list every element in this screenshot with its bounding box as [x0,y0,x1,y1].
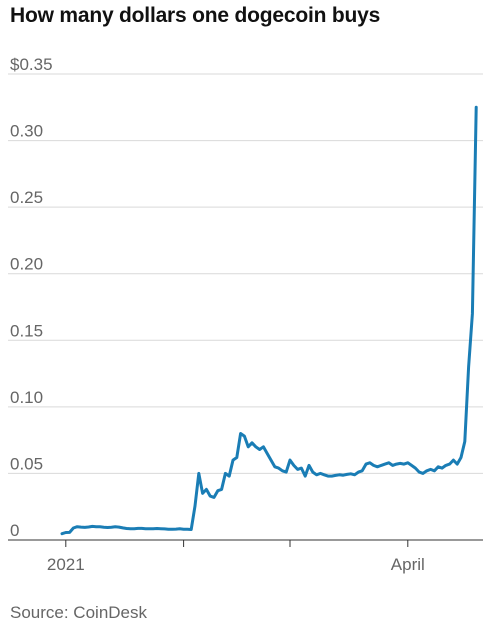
y-tick-label: 0 [10,521,19,540]
y-axis-labels: 0 0.05 0.10 0.15 0.20 0.25 0.30 $0.35 [10,55,53,540]
y-tick-label: 0.05 [10,454,43,473]
y-tick-label: 0.30 [10,122,43,141]
y-tick-label: $0.35 [10,55,53,74]
y-tick-label: 0.20 [10,255,43,274]
series-layer [60,105,478,536]
series-line [60,105,478,536]
source-note: Source: CoinDesk [10,603,148,622]
y-tick-label: 0.25 [10,188,43,207]
x-axis: 2021 April [8,539,483,574]
y-tick-label: 0.15 [10,321,43,340]
x-tick-label: 2021 [47,555,85,574]
y-tick-label: 0.10 [10,388,43,407]
gridlines [8,73,483,474]
chart-title: How many dollars one dogecoin buys [10,4,381,27]
x-tick-label: April [391,555,425,574]
